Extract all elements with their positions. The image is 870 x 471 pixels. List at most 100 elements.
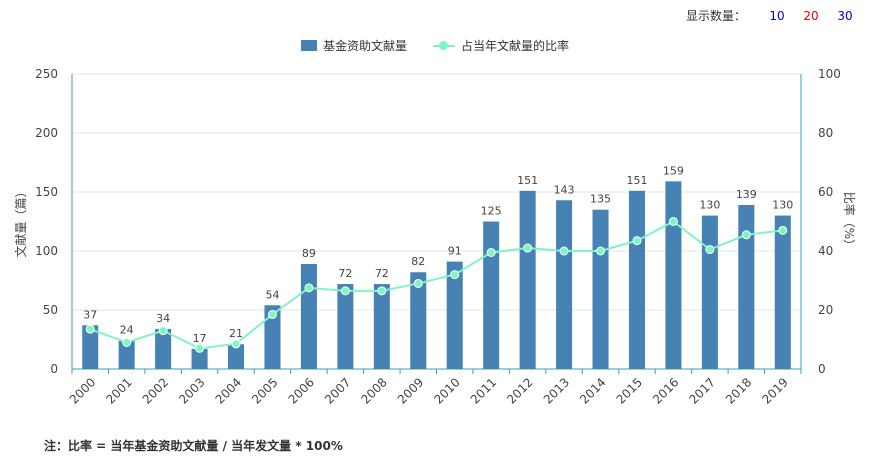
ratio-point xyxy=(304,283,314,293)
display-count-option-20[interactable]: 20 xyxy=(803,8,819,23)
bar xyxy=(228,344,245,369)
x-tick-label: 2005 xyxy=(249,375,280,406)
ratio-line xyxy=(89,220,783,350)
ratio-point xyxy=(523,243,533,253)
bar-value-label: 34 xyxy=(156,312,170,325)
display-count-option-10[interactable]: 10 xyxy=(769,8,785,23)
y-tick-label: 100 xyxy=(35,244,58,258)
ratio-point xyxy=(705,245,715,255)
display-count-control: 显示数量： 10 20 30 xyxy=(686,7,862,24)
bar-value-label: 125 xyxy=(481,205,502,218)
bar xyxy=(410,272,427,369)
y2-tick-label: 100 xyxy=(818,67,841,81)
ratio-point xyxy=(741,230,751,240)
legend-item-bar[interactable]: 基金资助文献量 xyxy=(300,37,407,54)
bar-value-label: 135 xyxy=(590,193,611,206)
x-tick-label: 2002 xyxy=(140,375,171,406)
ratio-point xyxy=(267,309,277,319)
bar xyxy=(738,204,755,369)
x-tick-label: 2015 xyxy=(614,375,645,406)
bar-value-label: 24 xyxy=(120,324,134,337)
y2-tick-label: 40 xyxy=(818,244,833,258)
y-tick-label: 200 xyxy=(35,126,58,140)
bar-value-label: 17 xyxy=(193,332,207,345)
ratio-point xyxy=(122,337,132,347)
x-tick-label: 2001 xyxy=(103,375,134,406)
bar xyxy=(373,284,390,369)
bar xyxy=(300,263,317,369)
legend-bar-swatch xyxy=(300,40,317,51)
bar xyxy=(337,284,354,369)
x-tick-label: 2014 xyxy=(577,375,608,406)
bar xyxy=(592,209,609,369)
bar-value-label: 159 xyxy=(663,164,684,177)
bar-value-label: 151 xyxy=(517,174,538,187)
x-tick-label: 2008 xyxy=(358,375,389,406)
ratio-point xyxy=(450,270,460,280)
x-tick-label: 2016 xyxy=(650,375,681,406)
display-count-label: 显示数量： xyxy=(685,9,746,23)
y2-tick-label: 80 xyxy=(818,126,833,140)
bar xyxy=(483,221,500,369)
ratio-point xyxy=(85,324,95,334)
bar xyxy=(519,190,536,369)
ratio-point xyxy=(340,286,350,296)
ratio-point xyxy=(195,343,205,353)
x-tick-label: 2013 xyxy=(541,375,572,406)
y2-tick-label: 0 xyxy=(818,362,826,376)
ratio-point xyxy=(668,217,678,226)
chart-legend: 基金资助文献量 占当年文献量的比率 xyxy=(0,37,870,54)
bar-value-label: 130 xyxy=(772,199,793,212)
bar-value-label: 130 xyxy=(699,199,720,212)
legend-item-line[interactable]: 占当年文献量的比率 xyxy=(433,37,569,54)
x-tick-label: 2018 xyxy=(723,375,754,406)
x-tick-label: 2009 xyxy=(395,375,426,406)
bar xyxy=(446,261,463,369)
x-tick-label: 2019 xyxy=(759,375,790,406)
bar xyxy=(556,200,573,369)
bar xyxy=(155,328,172,369)
bar xyxy=(628,190,645,369)
x-tick-label: 2012 xyxy=(504,375,535,406)
x-tick-label: 2017 xyxy=(686,375,717,406)
x-tick-label: 2000 xyxy=(67,375,98,406)
bar-value-label: 151 xyxy=(626,174,647,187)
x-tick-label: 2010 xyxy=(431,375,462,406)
ratio-point xyxy=(231,339,241,349)
bar xyxy=(665,181,682,369)
ratio-point xyxy=(413,278,423,288)
bar-value-label: 72 xyxy=(338,267,352,280)
bar-value-label: 89 xyxy=(302,247,316,260)
x-tick-label: 2004 xyxy=(213,375,244,406)
y-tick-label: 0 xyxy=(50,362,58,376)
y-tick-label: 250 xyxy=(35,67,58,81)
legend-bar-label: 基金资助文献量 xyxy=(322,39,407,53)
bar xyxy=(774,215,791,369)
bar-value-label: 91 xyxy=(448,245,462,258)
ratio-point xyxy=(632,236,642,246)
legend-line-label: 占当年文献量的比率 xyxy=(461,39,570,53)
bar xyxy=(701,215,718,369)
ratio-point xyxy=(596,246,606,256)
bar-value-label: 139 xyxy=(736,188,757,201)
y-tick-label: 50 xyxy=(43,303,58,317)
legend-line-swatch xyxy=(433,40,455,51)
x-tick-label: 2007 xyxy=(322,375,353,406)
y2-tick-label: 60 xyxy=(818,185,833,199)
bar xyxy=(82,325,99,369)
bar-value-label: 37 xyxy=(83,308,97,321)
y-tick-label: 150 xyxy=(35,185,58,199)
x-tick-label: 2006 xyxy=(286,375,317,406)
x-tick-label: 2011 xyxy=(468,375,499,406)
bar-value-label: 143 xyxy=(554,183,575,196)
x-tick-label: 2003 xyxy=(176,375,207,406)
ratio-point xyxy=(559,246,569,256)
y2-tick-label: 20 xyxy=(818,303,833,317)
bar xyxy=(118,340,135,369)
ratio-point xyxy=(377,286,387,296)
y2-axis-title: 比率（%） xyxy=(842,192,857,251)
display-count-option-30[interactable]: 30 xyxy=(837,8,853,23)
bar xyxy=(264,305,281,369)
ratio-point xyxy=(486,247,496,257)
